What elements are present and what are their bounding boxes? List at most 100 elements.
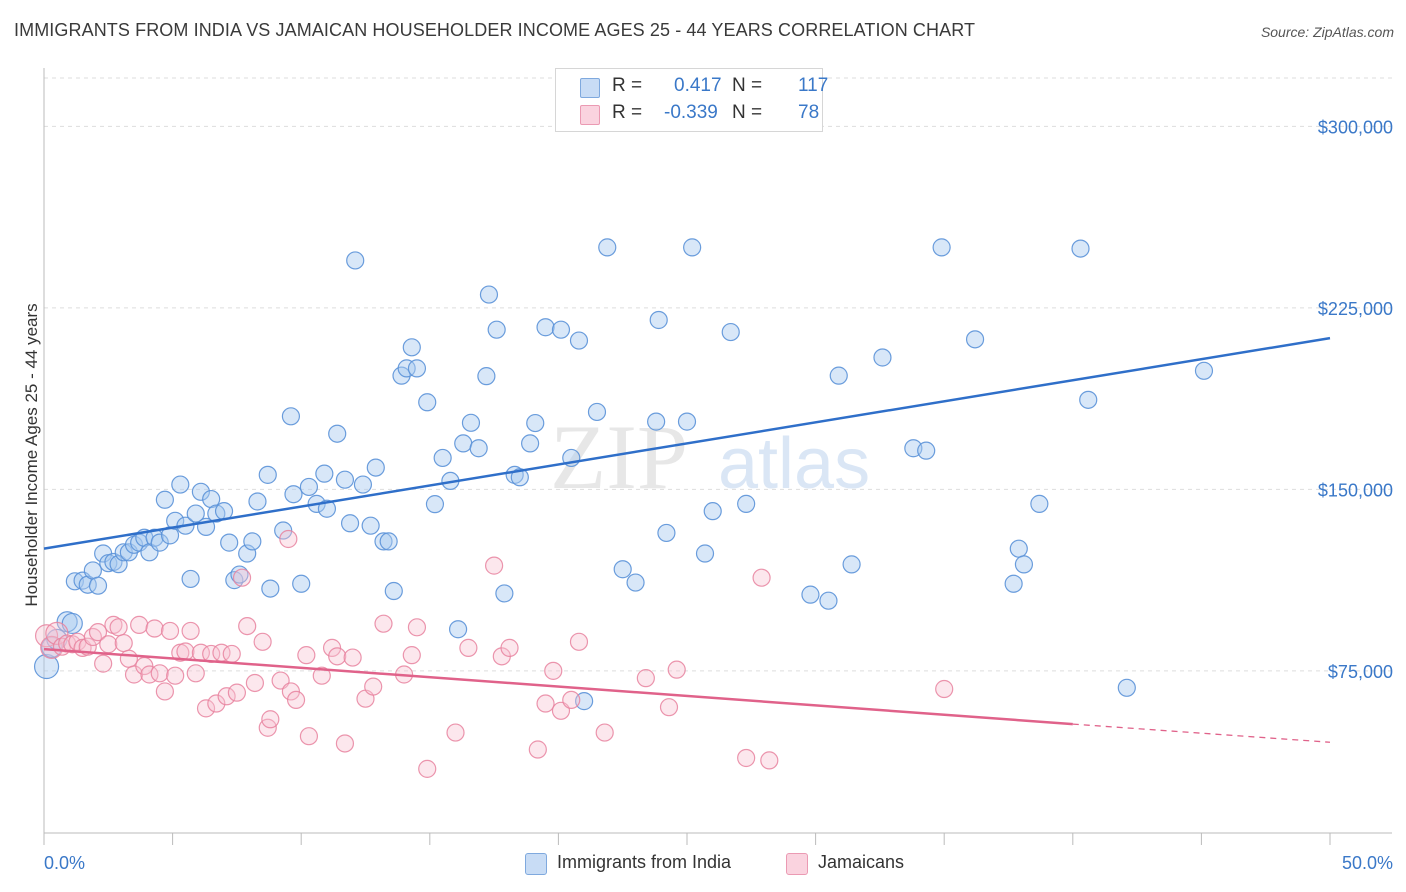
jamaicans-point [343,648,362,667]
india-point [433,448,452,468]
india-point [703,502,722,521]
y-tick-label: $225,000 [1318,299,1393,319]
legend-r-value: 0.417 [674,75,722,96]
jamaicans-point [83,627,102,647]
jamaicans-point [667,660,686,679]
india-point [1004,574,1023,593]
india-point [328,424,347,443]
jamaicans-point [253,632,272,651]
jamaicans-point [261,710,280,729]
jamaicans-point [760,751,779,770]
source-label: Source: ZipAtlas.com [1260,24,1394,40]
legend-swatch-jamaicans [580,105,600,125]
jamaicans-point [528,740,547,759]
india-point [829,366,848,385]
legend-swatch-india [580,78,600,98]
jamaicans-point [407,618,427,637]
india-point [551,320,571,339]
legend-n-key: N = [732,102,763,123]
jamaicans-point [150,664,169,683]
watermark: ZIP atlas [550,406,870,508]
jamaicans-point [364,677,383,696]
india-point [248,492,267,511]
legend-r-value: -0.339 [664,102,718,123]
legend-r-key: R = [612,75,643,96]
jamaicans-point [186,664,205,683]
india-point [695,544,715,563]
jamaicans-point [45,621,69,645]
jamaicans-trend-line [43,647,1073,726]
india-point [819,591,838,610]
india-point [569,331,589,350]
india-point [1071,239,1090,258]
india-point [397,359,416,378]
jamaicans-point [207,694,226,713]
india-point [1014,555,1034,574]
india-point [317,499,337,518]
y-tick-label: $75,000 [1328,662,1393,682]
india-point [230,565,249,584]
india-point [1009,539,1028,558]
jamaicans-point [99,635,118,654]
x-tick-label: 0.0% [44,853,85,873]
jamaicans-point [536,694,555,713]
legend-n-value: 117 [798,75,829,96]
india-point [88,576,108,595]
jamaicans-point [752,568,771,587]
jamaicans-point [196,699,216,718]
india-point [261,579,280,598]
india-point [677,412,697,431]
series-jamaicans-points [34,529,954,778]
jamaicans-point [328,647,347,666]
india-point [238,544,257,563]
india-point [407,359,427,378]
jamaicans-point [166,666,185,685]
india-point [598,238,617,257]
india-point [243,532,262,551]
india-point [1194,361,1214,380]
india-point [469,439,488,458]
jamaicans-point [222,644,241,664]
india-point [374,532,393,551]
jamaicans-point [130,615,149,634]
series-india-points [33,238,1214,711]
legend-swatch-india [525,853,547,875]
india-point [721,322,740,342]
india-point [448,620,468,639]
legend-swatch-jamaicans [786,853,808,875]
india-point [495,584,514,603]
india-point [292,574,311,593]
jamaicans-point [88,623,108,642]
india-point [150,533,169,552]
india-point [335,470,355,489]
jamaicans-point [312,666,331,685]
jamaicans-point [636,669,655,688]
india-point [657,523,676,543]
india-point [521,434,540,453]
india-point [932,238,951,257]
jamaicans-point [297,646,316,665]
india-point [613,560,632,579]
jamaicans-point [94,654,113,673]
india-point [315,464,334,483]
india-point [166,511,185,530]
india-point [346,251,365,270]
india-point [479,285,499,304]
india-point [299,477,319,497]
india-point [284,485,303,504]
india-point [114,543,133,562]
india-point [477,367,496,386]
india-point [626,573,645,592]
jamaicans-point [659,698,679,717]
india-point [281,407,301,426]
trend-lines [43,336,1331,743]
india-point [274,521,293,540]
india-point [258,465,277,484]
india-point [1030,494,1049,513]
india-point [842,555,861,574]
jamaicans-point [935,679,954,699]
india-point [340,514,360,533]
jamaicans-point [485,556,504,575]
jamaicans-point [374,614,393,633]
jamaicans-point [40,635,64,659]
